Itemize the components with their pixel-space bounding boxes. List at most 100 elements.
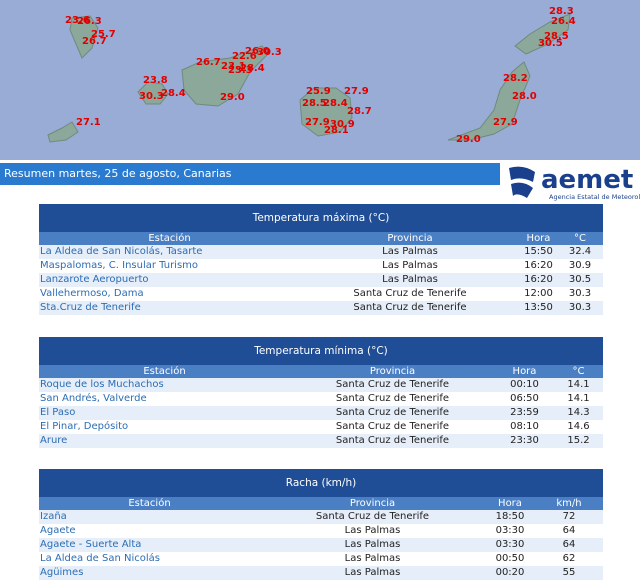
cell: 14.3 — [554, 406, 603, 420]
cell: Roque de los Muchachos — [39, 378, 290, 392]
cell: El Pinar, Depósito — [40, 421, 129, 432]
cell: 30.5 — [557, 273, 603, 287]
cell: Agaete - Suerte Alta — [39, 538, 260, 552]
cell: 14.6 — [567, 421, 590, 432]
cell: 15:50 — [520, 245, 557, 259]
column-header: Hora — [495, 365, 554, 378]
cell: 14.1 — [554, 378, 603, 392]
temp-label: 27.9 — [493, 117, 518, 128]
header-row: Estación Provincia Hora km/h — [39, 497, 603, 510]
cell: Las Palmas — [382, 260, 438, 271]
cell: 14.1 — [567, 393, 590, 404]
cell: Las Palmas — [344, 525, 401, 536]
temp-label: 30.3 — [139, 91, 164, 102]
cell: Vallehermoso, Dama — [40, 288, 144, 299]
column-header: Estación — [39, 232, 300, 245]
cell: 06:50 — [510, 393, 539, 404]
cell: 30.9 — [568, 260, 592, 271]
temp-label: 28.1 — [324, 125, 349, 136]
temp-label: 26.3 — [77, 16, 102, 27]
cell: 64 — [535, 538, 603, 552]
cell: 03:30 — [485, 538, 535, 552]
table-row: Maspalomas, C. Insular Turismo Las Palmas… — [39, 259, 603, 273]
table-row: Izaña Santa Cruz de Tenerife 18:50 72 — [39, 510, 603, 524]
cell: Santa Cruz de Tenerife — [290, 434, 495, 448]
temp-label: 23.8 — [143, 75, 168, 86]
temp-label: 23.6 — [65, 15, 90, 26]
cell: Lanzarote Aeropuerto — [39, 273, 300, 287]
cell: Izaña — [39, 510, 260, 524]
column-header: °C — [554, 365, 603, 378]
table-row: Agaete Las Palmas 03:30 64 — [39, 524, 603, 538]
table-row: Sta.Cruz de Tenerife Santa Cruz de Teneri… — [39, 301, 603, 315]
data-table: Racha (km/h) Estación Provincia Hora km/h Iza… — [39, 469, 603, 580]
temp-label: 29.0 — [220, 92, 245, 103]
temp-label: 28.5 — [544, 31, 569, 42]
cell: 18:50 — [485, 510, 535, 524]
table-row: El Pinar, Depósito Santa Cruz de Tenerife… — [39, 420, 603, 434]
cell: Santa Cruz de Tenerife — [335, 421, 450, 432]
cell: Las Palmas — [344, 553, 401, 564]
cell: 30.3 — [557, 301, 603, 315]
temp-label: 26.0 — [245, 46, 270, 57]
table-row: La Aldea de San Nicolás Las Palmas 00:50 62 — [39, 552, 603, 566]
table-title: Racha (km/h) — [39, 469, 603, 497]
column-header: °C — [557, 232, 603, 245]
cell: 55 — [535, 566, 603, 580]
temp-label: 29.0 — [456, 134, 481, 145]
column-header: Estación — [39, 365, 290, 378]
cell: Agaete — [40, 525, 76, 536]
cell: 23:59 — [495, 406, 554, 420]
cell: La Aldea de San Nicolás, Tasarte — [39, 245, 300, 259]
temp-label: 28.2 — [503, 73, 528, 84]
temp-label: 28.5 — [302, 98, 327, 109]
cell: Maspalomas, C. Insular Turismo — [40, 260, 199, 271]
logo-subtitle: Agencia Estatal de Meteorología — [549, 193, 640, 201]
table-row: Roque de los Muchachos Santa Cruz de Tene… — [39, 378, 603, 392]
cell: Santa Cruz de Tenerife — [353, 288, 467, 299]
table-row: El Paso Santa Cruz de Tenerife 23:59 14.3 — [39, 406, 603, 420]
cell: Las Palmas — [300, 245, 520, 259]
temp-label: 27.1 — [76, 117, 101, 128]
cell: 62 — [562, 553, 576, 564]
summary-bar: Resumen martes, 25 de agosto, Canarias — [0, 163, 500, 185]
temp-label: 28.4 — [240, 63, 265, 74]
column-header: Hora — [520, 232, 557, 245]
temp-label: 28.4 — [161, 88, 186, 99]
logo-mark — [509, 166, 535, 198]
temp-label: 25.7 — [91, 29, 116, 40]
table-row: Vallehermoso, Dama Santa Cruz de Tenerife… — [39, 287, 603, 301]
cell: Sta.Cruz de Tenerife — [39, 301, 300, 315]
cell: Santa Cruz de Tenerife — [290, 406, 495, 420]
temp-label: 30.9 — [330, 119, 355, 130]
cell: 30.3 — [568, 288, 592, 299]
cell: 32.4 — [557, 245, 603, 259]
temp-label: 28.4 — [323, 98, 348, 109]
data-table: Temperatura máxima (°C) Estación Provincia… — [39, 204, 603, 315]
temp-label: 26.7 — [82, 36, 107, 47]
temp-label: 27.9 — [344, 86, 369, 97]
column-header: Provincia — [260, 497, 485, 510]
cell: 00:50 — [495, 553, 525, 564]
table-row: Lanzarote Aeropuerto Las Palmas 16:20 30.5 — [39, 273, 603, 287]
cell: Agüimes — [39, 566, 260, 580]
cell: Las Palmas — [260, 566, 485, 580]
table-row: Arure Santa Cruz de Tenerife 23:30 15.2 — [39, 434, 603, 448]
cell: 72 — [535, 510, 603, 524]
cell: 08:10 — [510, 421, 539, 432]
cell: 00:20 — [485, 566, 535, 580]
temp-label: 30.3 — [257, 47, 282, 58]
cell: 16:20 — [524, 260, 553, 271]
logo-text: aemet — [541, 165, 633, 195]
cell: Santa Cruz de Tenerife — [335, 393, 450, 404]
table-row: Agaete - Suerte Alta Las Palmas 03:30 64 — [39, 538, 603, 552]
cell: Las Palmas — [300, 273, 520, 287]
cell: 15.2 — [554, 434, 603, 448]
temp-label: 30.5 — [538, 38, 563, 49]
cell: San Andrés, Valverde — [40, 393, 147, 404]
cell: El Paso — [39, 406, 290, 420]
cell: Santa Cruz de Tenerife — [260, 510, 485, 524]
header-row: Estación Provincia Hora °C — [39, 365, 603, 378]
temp-label: 25.9 — [306, 86, 331, 97]
